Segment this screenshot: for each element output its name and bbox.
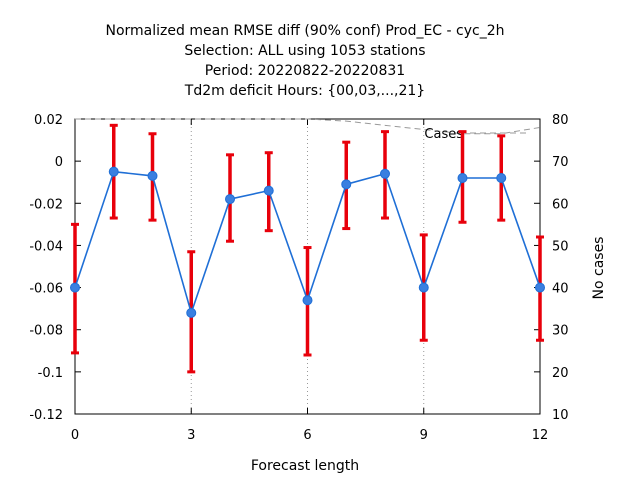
y2-tick-label: 60 <box>552 197 569 212</box>
data-point <box>535 282 545 293</box>
data-point <box>496 173 507 183</box>
x-tick-label: 0 <box>71 428 79 443</box>
data-point <box>263 185 274 196</box>
y2-tick-label: 50 <box>552 239 569 254</box>
legend-label-cases: Cases <box>424 127 463 142</box>
y2-tick-label: 80 <box>552 113 569 128</box>
y2-tick-label: 10 <box>552 408 569 423</box>
data-point <box>70 282 80 293</box>
y-tick-label: -0.04 <box>29 239 63 254</box>
y2-axis-label: No cases <box>591 237 607 300</box>
y-tick-label: 0 <box>55 155 63 170</box>
chart-title-line-3: Period: 20220822-20220831 <box>205 63 405 79</box>
y-tick-label: -0.12 <box>29 408 63 423</box>
data-point <box>380 168 390 179</box>
x-tick-label: 12 <box>532 428 549 443</box>
y2-tick-label: 20 <box>552 366 569 381</box>
y2-tick-label: 40 <box>552 282 569 297</box>
y-tick-label: -0.06 <box>29 282 63 297</box>
chart-title-line-1: Normalized mean RMSE diff (90% conf) Pro… <box>106 23 505 39</box>
data-point <box>418 282 429 293</box>
y2-tick-label: 70 <box>552 155 569 170</box>
data-point <box>302 295 313 306</box>
x-tick-label: 6 <box>303 428 311 443</box>
data-point <box>225 194 235 205</box>
y2-tick-label: 30 <box>552 324 569 339</box>
data-point <box>147 170 158 181</box>
cases-line <box>75 118 541 135</box>
y-tick-label: -0.1 <box>38 366 63 381</box>
y-tick-label: 0.02 <box>34 113 63 128</box>
data-point <box>186 307 197 318</box>
x-tick-label: 3 <box>187 428 195 443</box>
x-tick-label: 9 <box>420 428 428 443</box>
chart-title-line-2: Selection: ALL using 1053 stations <box>184 43 425 59</box>
data-point <box>341 179 352 190</box>
y-tick-label: -0.02 <box>29 197 63 212</box>
data-point <box>108 166 119 177</box>
x-axis-label: Forecast length <box>251 458 359 474</box>
chart-title-line-4: Td2m deficit Hours: {00,03,...,21} <box>184 83 425 99</box>
data-point <box>457 173 468 183</box>
y-tick-label: -0.08 <box>29 324 63 339</box>
